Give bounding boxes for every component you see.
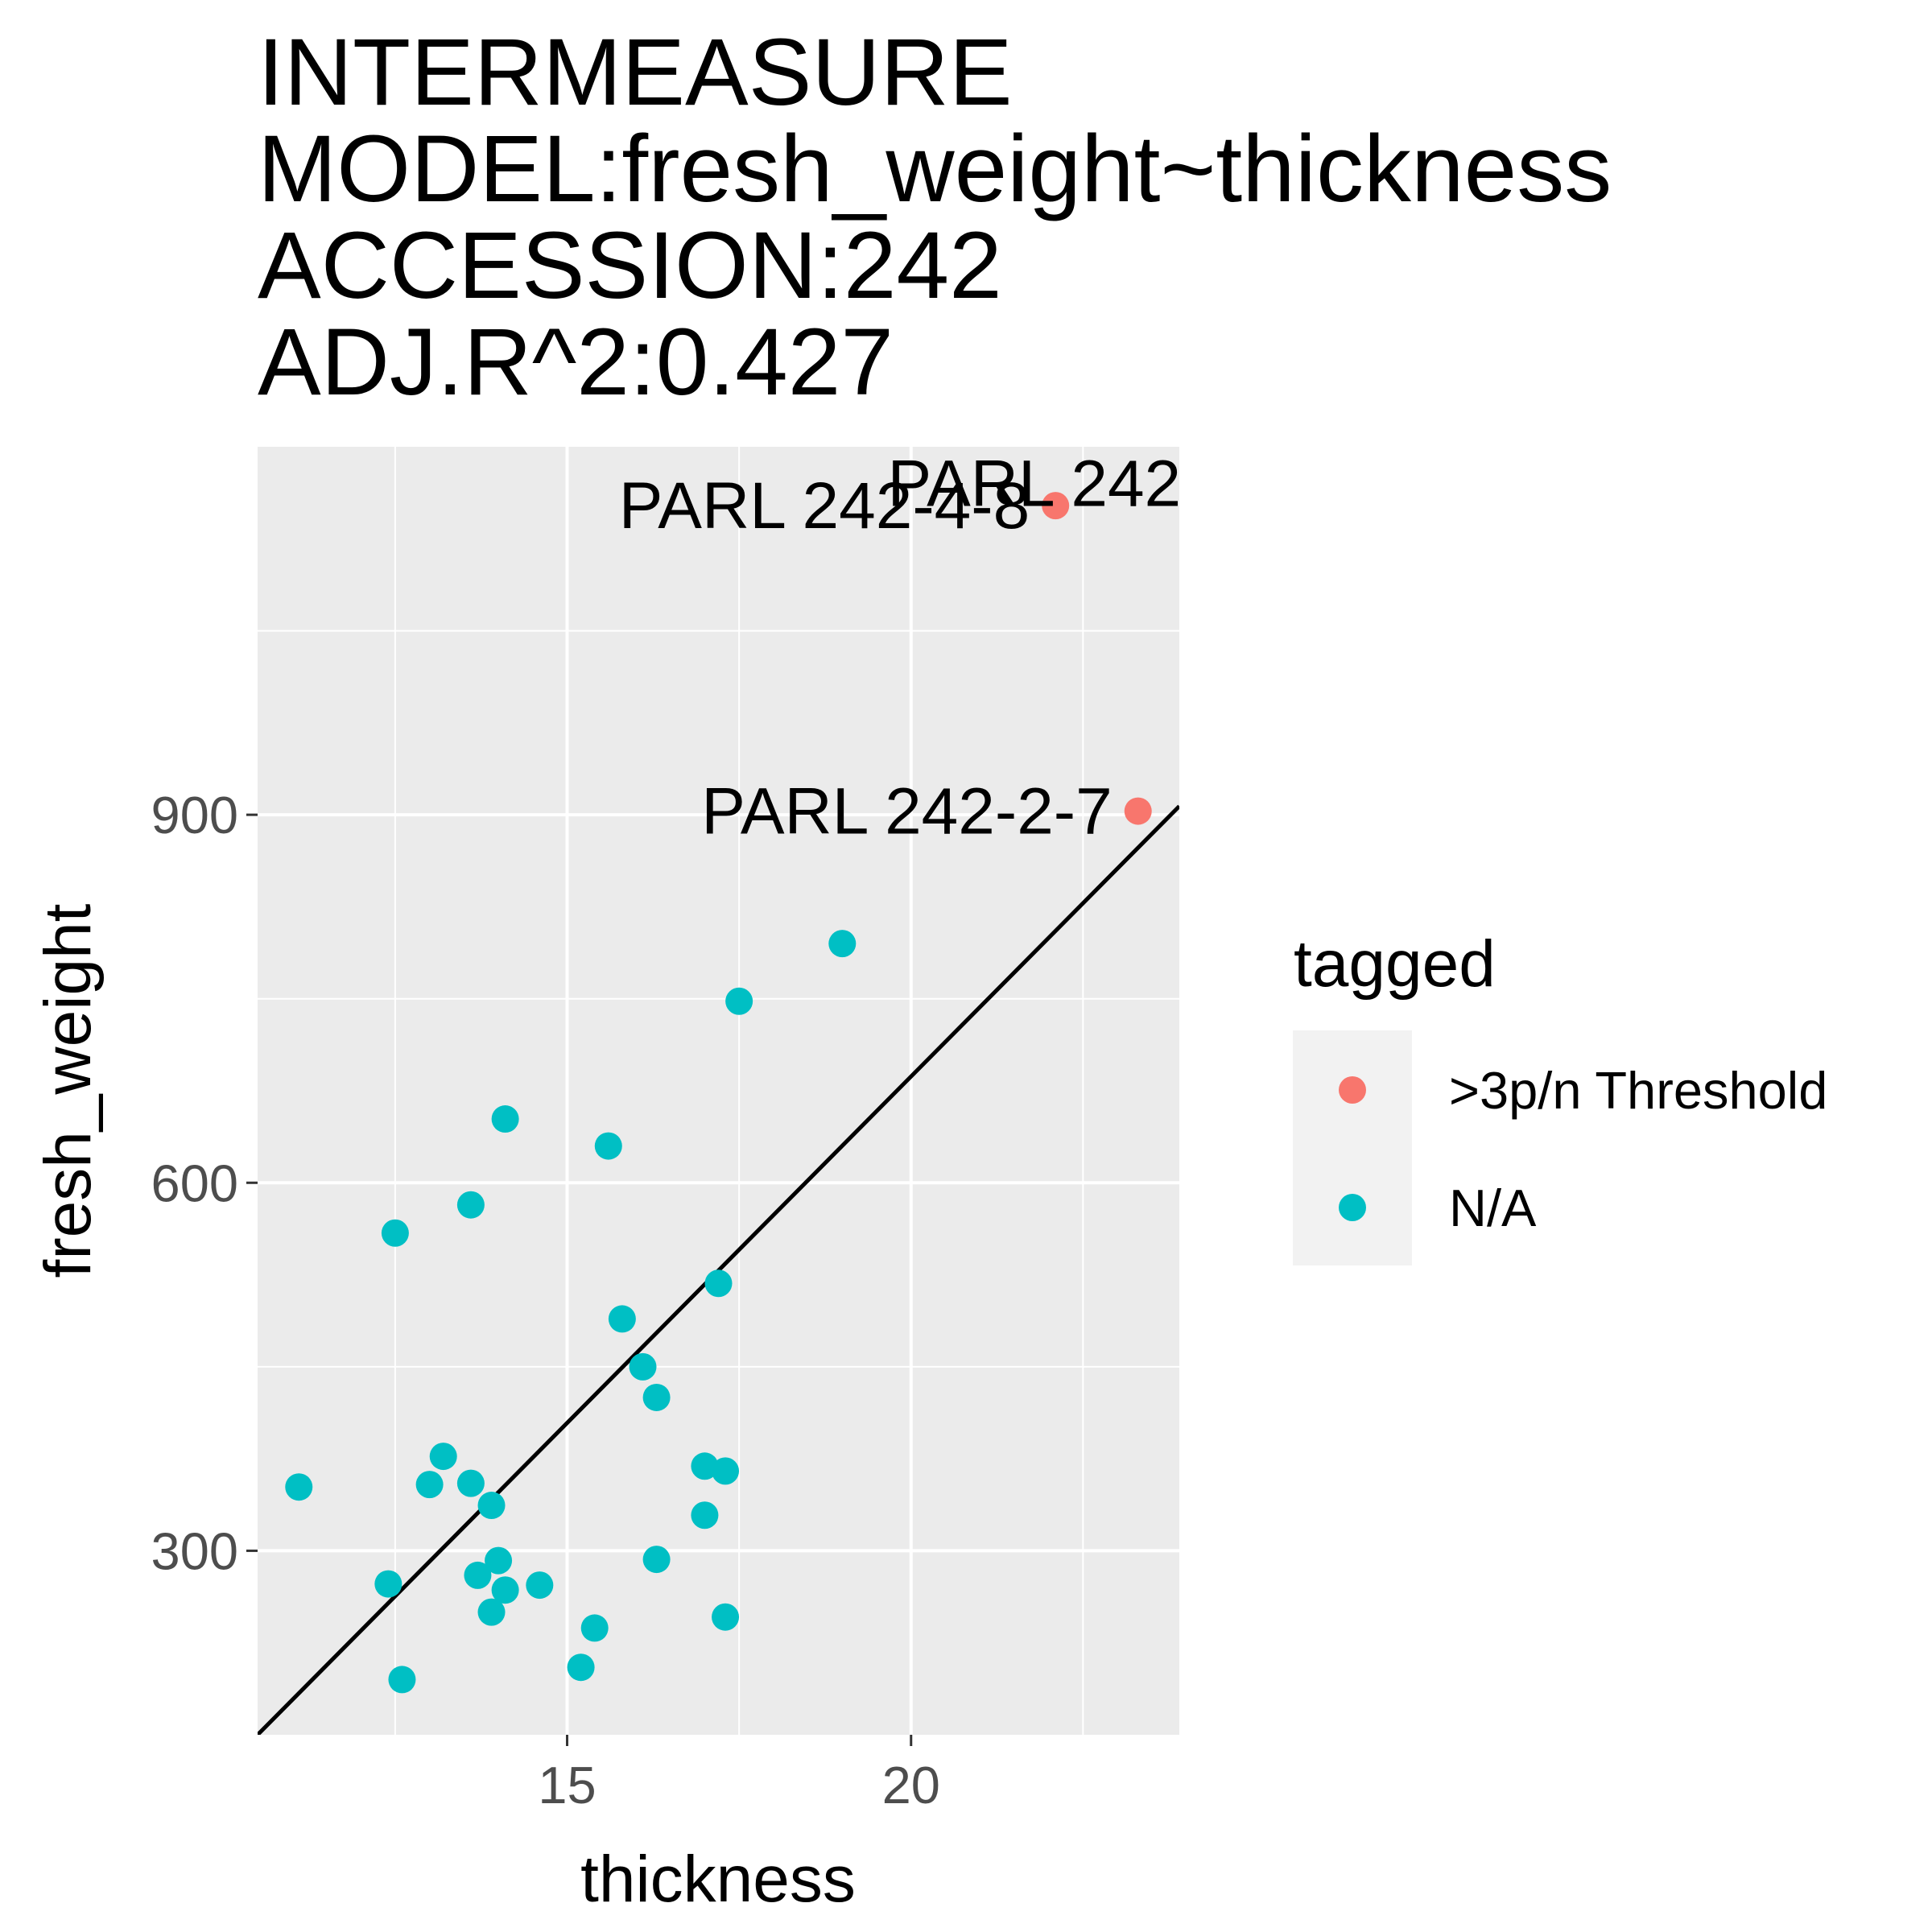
grid-minor	[258, 447, 1179, 1735]
legend-key-1	[1339, 1194, 1366, 1221]
legend-key-0	[1339, 1076, 1366, 1104]
legend-entries: >3p/n Threshold N/A	[1339, 1061, 1827, 1237]
legend: tagged >3p/n Threshold N/A	[1293, 927, 1827, 1265]
point-na-17	[594, 1132, 622, 1160]
y-axis-ticks: 300 600 900	[151, 786, 258, 1580]
legend-key-background	[1293, 1030, 1412, 1265]
point-label-2: PARL 242	[887, 448, 1181, 521]
point-na-15	[567, 1653, 595, 1682]
legend-label-0: >3p/n Threshold	[1449, 1061, 1827, 1120]
y-tick-label-2: 900	[151, 786, 238, 844]
point-na-6	[456, 1469, 485, 1497]
x-axis-ticks: 15 20	[538, 1735, 940, 1814]
point-na-14	[526, 1571, 554, 1600]
point-na-28	[828, 930, 857, 958]
point-na-18	[608, 1305, 636, 1333]
point-na-20	[642, 1383, 671, 1411]
x-tick-label-0: 15	[538, 1756, 596, 1814]
point-threshold-0	[1042, 492, 1070, 520]
point-na-7	[456, 1191, 485, 1219]
plot-panel	[258, 447, 1179, 1735]
point-na-10	[477, 1598, 506, 1626]
point-na-26	[712, 1603, 740, 1631]
point-na-21	[642, 1546, 671, 1574]
data-points	[285, 470, 1220, 1694]
point-na-13	[491, 1105, 519, 1133]
point-na-16	[580, 1614, 609, 1642]
point-na-25	[712, 1457, 740, 1485]
point-na-12	[491, 1576, 519, 1604]
y-tick-label-1: 600	[151, 1154, 238, 1212]
point-label-1: PARL 242-2-7	[701, 775, 1113, 848]
y-tick-label-0: 300	[151, 1521, 238, 1580]
point-threshold-1	[1124, 797, 1152, 825]
grid-major	[258, 447, 1179, 1735]
point-label-0: PARL 242-4-8	[619, 469, 1030, 543]
point-na-4	[415, 1471, 444, 1499]
point-na-11	[485, 1546, 513, 1575]
legend-title: tagged	[1294, 927, 1496, 1001]
point-na-24	[704, 1269, 733, 1298]
chart-title-line-3: ACCESSION:242	[258, 213, 1002, 319]
point-na-23	[691, 1501, 719, 1530]
point-na-19	[629, 1352, 657, 1381]
legend-label-1: N/A	[1449, 1179, 1537, 1237]
point-na-3	[388, 1666, 416, 1694]
point-labels: PARL 242-4-8 PARL 242-2-7 PARL 242	[619, 448, 1181, 848]
x-tick-label-1: 20	[882, 1756, 940, 1814]
point-na-5	[429, 1443, 457, 1471]
point-na-2	[381, 1219, 409, 1247]
chart-title-line-1: INTERMEASURE	[258, 19, 1013, 126]
point-na-22	[691, 1452, 719, 1480]
chart-title-line-2: MODEL:fresh_weight~thickness	[258, 116, 1612, 222]
point-na-0	[285, 1473, 313, 1501]
chart-title-line-4: ADJ.R^2:0.427	[258, 309, 894, 415]
x-axis-title: thickness	[580, 1843, 856, 1916]
point-na-27	[725, 987, 753, 1015]
point-na-1	[374, 1570, 402, 1598]
point-na-9	[477, 1492, 506, 1520]
point-threshold-2	[1193, 470, 1220, 497]
y-axis-title: fresh_weight	[31, 903, 105, 1278]
point-na-8	[464, 1561, 492, 1589]
